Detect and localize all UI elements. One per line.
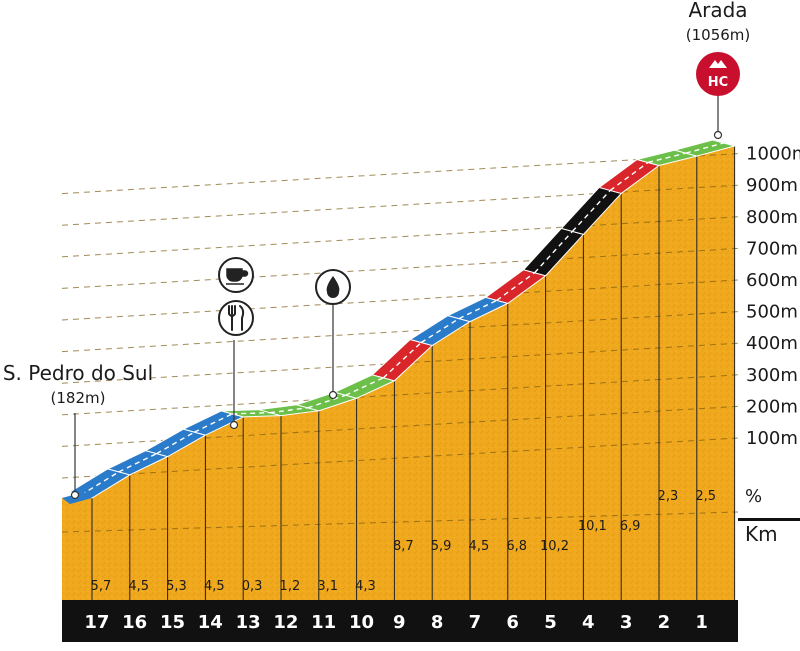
km-label: 12 — [273, 612, 298, 633]
km-label: 15 — [160, 612, 185, 633]
km-labels: 17 16 15 14 13 12 11 10 9 8 7 6 5 4 3 2 1 — [84, 612, 708, 633]
grid-line — [61, 374, 739, 416]
y-tick-label: 600m — [746, 270, 798, 291]
km-axis-underline — [738, 518, 800, 521]
km-axis-label: Km — [745, 522, 778, 546]
grid-line — [61, 153, 739, 195]
route-line — [647, 152, 686, 164]
feed-zone-dot — [229, 420, 239, 430]
route-line — [496, 272, 536, 301]
y-tick-label: 300m — [746, 365, 798, 386]
y-tick-label: 700m — [746, 238, 798, 259]
hc-category-text: HC — [708, 75, 728, 90]
gradient-label: 5,7 — [91, 579, 112, 594]
km-label: 10 — [349, 612, 374, 633]
y-axis-ticks: 100m 200m 300m 400m 500m 600m 700m 800m 900m 1000… — [746, 144, 800, 449]
mountain-icon — [709, 60, 727, 68]
km-label: 7 — [469, 612, 482, 633]
grid-line — [61, 247, 739, 289]
grid-line — [61, 437, 739, 479]
gradient-label: 4,5 — [469, 539, 490, 554]
y-tick-label: 200m — [746, 396, 798, 417]
water-drop-badge — [315, 269, 351, 305]
km-dividers — [91, 146, 736, 600]
start-name: S. Pedro do Sul — [3, 361, 153, 385]
route-line — [156, 431, 195, 455]
km-band — [62, 600, 738, 642]
gradient-label: 10,2 — [540, 539, 569, 554]
route-line — [458, 299, 498, 320]
grid-line — [61, 311, 739, 353]
profile-area — [62, 146, 735, 600]
km-label: 2 — [658, 612, 671, 633]
km-label: 8 — [431, 612, 444, 633]
coffee-cup-icon — [226, 268, 249, 285]
km-label: 3 — [620, 612, 633, 633]
km-label: 13 — [236, 612, 261, 633]
start-altitude: (182m) — [51, 389, 106, 407]
km-label: 14 — [198, 612, 223, 633]
finish-name: Arada — [688, 0, 747, 22]
finish-altitude: (1056m) — [686, 26, 751, 44]
grid-line — [61, 342, 739, 384]
fork-knife-icon — [228, 305, 245, 331]
y-tick-label: 800m — [746, 207, 798, 228]
gradient-label: 6,9 — [620, 519, 641, 534]
gradient-label: 0,3 — [242, 579, 263, 594]
grid-line — [61, 279, 739, 321]
altitude-grid — [61, 153, 739, 533]
gradient-label: 6,8 — [506, 539, 527, 554]
gradient-ribbon — [62, 139, 737, 504]
gradient-label: 4,3 — [355, 579, 376, 594]
km-label: 16 — [122, 612, 147, 633]
y-tick-label: 100m — [746, 428, 798, 449]
gradient-label: 8,7 — [393, 539, 414, 554]
y-tick-label: 500m — [746, 302, 798, 323]
km-label: 6 — [506, 612, 519, 633]
gradient-label: 5,3 — [166, 579, 187, 594]
km-label: 1 — [695, 612, 708, 633]
route-line — [609, 161, 649, 192]
finish-marker-dot — [713, 130, 723, 140]
km-label: 9 — [393, 612, 406, 633]
coffee-cup-badge — [218, 257, 254, 293]
y-tick-label: 900m — [746, 175, 798, 196]
water-point-dot — [328, 390, 338, 400]
km-label: 4 — [582, 612, 595, 633]
y-tick-label: 400m — [746, 333, 798, 354]
route-line — [118, 453, 157, 473]
route-line — [685, 142, 724, 154]
route-line — [345, 377, 384, 396]
km-label: 5 — [544, 612, 557, 633]
gradient-label: 1,2 — [280, 579, 301, 594]
route-line — [194, 413, 233, 433]
gradient-label: 4,5 — [204, 579, 225, 594]
route-line — [571, 189, 611, 232]
route-line — [307, 394, 346, 409]
gradient-axis-label: % — [745, 486, 762, 507]
grid-line-base — [61, 511, 739, 533]
grid-line — [61, 184, 739, 226]
gradient-label: 2,3 — [658, 489, 679, 504]
gradient-labels: 5,7 4,5 5,3 4,5 0,3 1,2 3,1 4,3 8,7 5,9 4,5 6,8 10,2… — [91, 489, 716, 594]
y-tick-label: 1000m — [746, 144, 800, 165]
hc-category-badge: HC — [696, 52, 740, 96]
water-drop-icon — [326, 276, 340, 298]
km-label: 11 — [311, 612, 336, 633]
route-line — [269, 407, 308, 414]
gradient-label: 4,5 — [128, 579, 149, 594]
grid-line — [61, 216, 739, 258]
km-label: 17 — [84, 612, 109, 633]
gradient-label: 2,5 — [695, 489, 716, 504]
route-line — [534, 230, 573, 274]
start-marker-dot — [70, 490, 80, 500]
gradient-label: 3,1 — [317, 579, 338, 594]
gradient-label: 10,1 — [578, 519, 607, 534]
route-line — [232, 411, 271, 415]
route-line — [420, 318, 460, 344]
fork-knife-badge — [218, 300, 254, 336]
gradient-label: 5,9 — [431, 539, 452, 554]
route-line — [80, 471, 120, 496]
